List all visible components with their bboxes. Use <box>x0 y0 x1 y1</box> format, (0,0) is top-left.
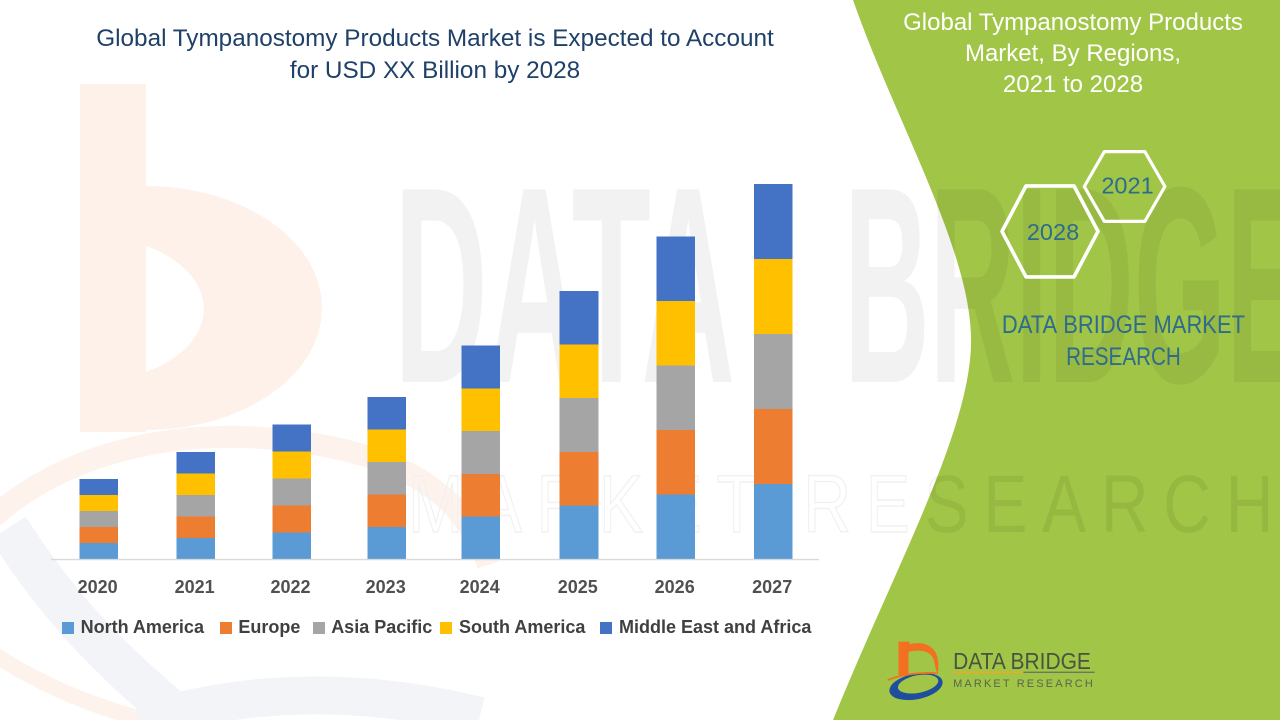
svg-text:2028: 2028 <box>1027 219 1079 245</box>
svg-text:2021: 2021 <box>1101 173 1153 199</box>
svg-text:MARKET RESEARCH: MARKET RESEARCH <box>953 678 1093 690</box>
svg-text:DATA BRIDGE: DATA BRIDGE <box>953 648 1091 674</box>
